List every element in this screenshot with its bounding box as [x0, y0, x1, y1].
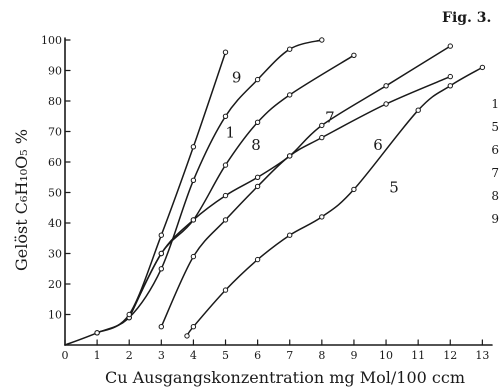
y-tick-label: 60: [48, 156, 62, 169]
x-tick-label: 8: [318, 349, 325, 362]
curve-label-7: 7: [325, 108, 335, 126]
series-8-point: [190, 217, 197, 223]
y-tick-label: 30: [48, 248, 62, 261]
series-7-point: [319, 122, 325, 129]
series-5-line: [186, 66, 484, 337]
x-tick-label: 7: [286, 349, 293, 362]
series-8-point: [158, 250, 165, 257]
y-tick-label: 50: [48, 187, 62, 200]
x-tick-label: 0: [62, 349, 69, 362]
side-digit: 6: [491, 143, 499, 157]
series-1-line: [64, 39, 323, 346]
series-6-point: [319, 134, 325, 141]
x-tick-label: 4: [190, 349, 197, 362]
curve-label-8: 8: [251, 136, 261, 154]
series-6-point: [254, 183, 261, 190]
series-9-point: [222, 49, 229, 55]
x-tick-label: 3: [158, 349, 165, 362]
series-5-point: [184, 333, 190, 339]
side-digits: 1 5 6 7 8 9: [491, 97, 499, 226]
y-axis-label: Gelöst C₆H₁₀O₅ %: [12, 129, 31, 271]
side-digit: 9: [491, 212, 499, 226]
series-1-point: [222, 113, 229, 120]
series-1-point: [254, 76, 261, 83]
x-tick-label: 12: [443, 349, 457, 362]
series-5-point: [415, 107, 421, 113]
curve-label-9: 9: [232, 69, 242, 87]
side-digit: 1: [491, 97, 499, 111]
series-9-line: [96, 51, 227, 334]
series-7-point: [383, 83, 389, 89]
curve-label-6: 6: [373, 136, 383, 154]
series-6-point: [158, 324, 165, 330]
series-8-point: [254, 119, 261, 126]
series-6-point: [222, 217, 229, 223]
series-1-point: [287, 46, 293, 52]
x-tick-label: 11: [411, 349, 425, 362]
series-6-point: [447, 73, 453, 80]
x-tick-label: 5: [222, 349, 229, 362]
series-5-point: [351, 186, 357, 193]
x-tick-label: 6: [254, 349, 261, 362]
x-axis-label: Cu Ausgangskonzentration mg Mol/100 ccm: [105, 368, 465, 387]
series-8-point: [287, 92, 293, 98]
series-5-point: [222, 287, 229, 293]
curves: [64, 39, 484, 346]
side-digit: 7: [491, 166, 499, 180]
x-tick-label: 9: [350, 349, 357, 362]
x-tick-label: 1: [94, 349, 101, 362]
series-7-point: [447, 43, 453, 49]
series-1-point: [158, 266, 165, 272]
series-6-point: [190, 253, 197, 260]
curve-label-1: 1: [226, 124, 236, 142]
series-7-line: [128, 45, 452, 319]
series-5-point: [447, 83, 453, 89]
series-9-point: [94, 330, 100, 336]
series-8-point: [351, 52, 357, 58]
marks: [94, 37, 486, 339]
y-tick-label: 10: [48, 309, 62, 322]
y-tick-label: 80: [48, 95, 62, 108]
curve-label-5: 5: [389, 179, 399, 197]
y-tick-label: 90: [48, 65, 62, 78]
series-5-point: [287, 232, 293, 238]
series-9-point: [190, 144, 197, 150]
series-5-point: [190, 324, 197, 330]
side-digit: 8: [491, 189, 499, 203]
series-7-point: [287, 153, 293, 159]
y-tick-label: 100: [41, 34, 62, 47]
x-tick-label: 13: [475, 349, 489, 362]
series-7-point: [254, 174, 261, 181]
series-1-point: [190, 177, 197, 184]
series-6-point: [383, 101, 389, 107]
curve-labels: 9 18 7 6 5: [226, 69, 399, 197]
series-9-point: [126, 311, 132, 318]
y-tick-label: 70: [48, 126, 62, 139]
figure-label: Fig. 3.: [442, 10, 491, 26]
x-tick-label: 10: [379, 349, 393, 362]
x-tick-label: 2: [126, 349, 133, 362]
series-5-point: [479, 64, 486, 71]
series-9-point: [158, 232, 165, 238]
y-tick-label: 20: [48, 278, 62, 291]
series-1-point: [319, 37, 325, 43]
side-digit: 5: [491, 120, 499, 134]
y-tick-label: 40: [48, 217, 62, 230]
series-5-point: [319, 214, 325, 220]
series-7-point: [222, 192, 229, 199]
series-8-point: [222, 162, 229, 168]
series-5-point: [254, 256, 261, 263]
